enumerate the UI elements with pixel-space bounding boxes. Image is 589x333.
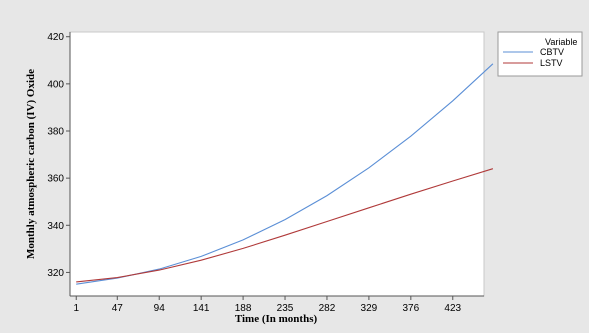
plot-area (69, 31, 485, 297)
y-tick-label: 420 (47, 32, 64, 43)
y-tick-label: 380 (47, 127, 64, 138)
y-tick-label: 360 (47, 174, 64, 185)
y-tick-label: 320 (47, 268, 64, 279)
x-tick-label: 1 (73, 303, 79, 314)
x-tick-label: 94 (154, 303, 166, 314)
x-tick-label: 423 (444, 303, 461, 314)
series-lines (76, 63, 494, 285)
x-tick-label: 188 (235, 303, 252, 314)
x-tick-label: 47 (112, 303, 124, 314)
x-axis-title: Time (In months) (235, 313, 318, 325)
series-line-lstv (76, 168, 494, 283)
x-tick-label: 282 (319, 303, 336, 314)
x-tick-label: 235 (277, 303, 294, 314)
y-axis-title: Monthly atmospheric carbon (IV) Oxide (25, 69, 37, 259)
y-tick-label: 400 (47, 79, 64, 90)
y-tick-label: 340 (47, 221, 64, 232)
x-tick-label: 376 (402, 303, 419, 314)
legend-box (497, 31, 583, 77)
legend-label-lstv: LSTV (540, 58, 563, 68)
x-axis-ticks: 1 47 94 141 188 235 282 329 376 423 (73, 296, 462, 314)
legend-title: Variable (545, 37, 577, 47)
y-axis-ticks: 320 340 360 380 400 420 (47, 32, 70, 279)
x-tick-label: 329 (361, 303, 378, 314)
x-tick-label: 141 (193, 303, 210, 314)
legend-label-cbtv: CBTV (540, 47, 564, 57)
